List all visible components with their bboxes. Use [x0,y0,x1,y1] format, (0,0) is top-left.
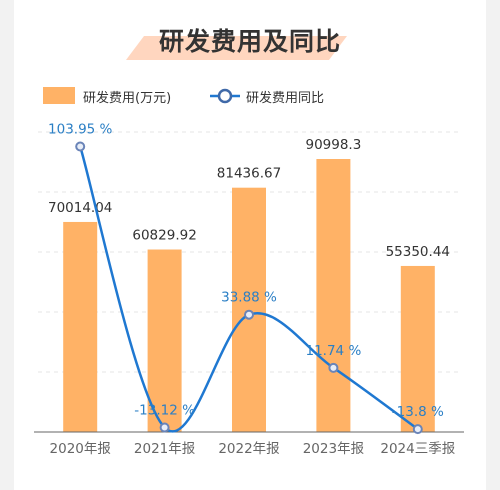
yoy-point [328,362,339,373]
legend[interactable]: 研发费用(万元) 研发费用同比 [14,84,486,108]
x-tick-label: 2023年报 [303,441,364,457]
plot-area: 70014.04 60829.92 81436.67 90998.3 55350.44 2… [34,122,464,457]
legend-line-icon [210,88,240,104]
yoy-value-label: -13.8 % [392,404,444,420]
yoy-point [75,141,86,152]
x-tick-label: 2024三季报 [380,441,455,457]
legend-bar-label: 研发费用(万元) [83,91,172,106]
bar [147,249,182,432]
bar-value-label: 70014.04 [48,200,112,216]
bar-value-label: 90998.3 [305,137,361,153]
yoy-value-label: -13.12 % [134,402,195,418]
x-tick-label: 2022年报 [218,441,279,457]
yoy-point [159,422,170,433]
chart-card: 研发费用及同比 研发费用(万元) 研发费用同比 70014.04 60829.92… [14,0,486,490]
title-area: 研发费用及同比 [14,0,486,80]
yoy-value-label: 103.95 % [48,122,113,138]
bar [400,265,435,432]
x-tick-label: 2021年报 [134,441,195,457]
yoy-point [244,309,254,320]
title-banner-shape [126,36,347,60]
yoy-value-label: 11.74 % [306,343,362,359]
legend-bar-swatch [43,87,75,104]
bar [316,159,351,432]
x-tick-label: 2020年报 [50,441,111,457]
yoy-line [79,146,419,433]
bar-value-label: 60829.92 [132,228,196,244]
yoy-value-label: 33.88 % [221,290,277,306]
chart-title: 研发费用及同比 [158,27,341,56]
yoy-point [412,424,423,435]
legend-line-label: 研发费用同比 [246,91,325,106]
title-banner [126,36,347,60]
bar-value-label: 55350.44 [386,244,450,260]
bar [63,221,98,432]
bar-value-label: 81436.67 [217,166,281,182]
